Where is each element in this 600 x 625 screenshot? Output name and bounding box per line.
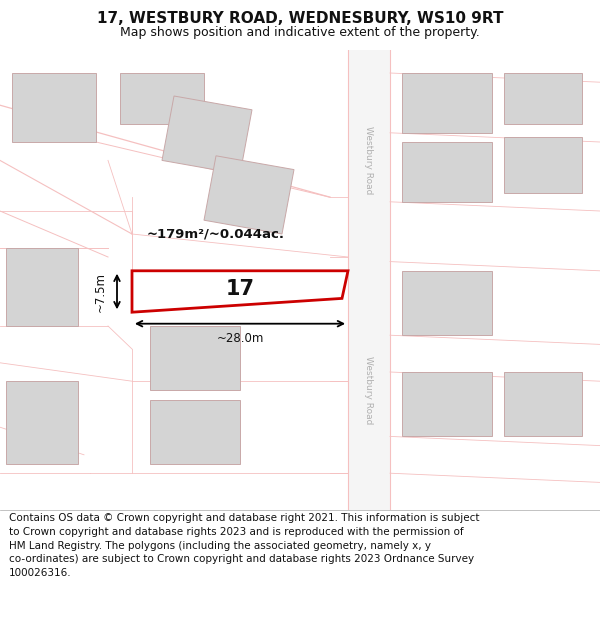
Polygon shape	[120, 73, 204, 124]
Polygon shape	[402, 73, 492, 132]
Polygon shape	[504, 372, 582, 436]
Polygon shape	[402, 142, 492, 202]
Polygon shape	[402, 271, 492, 335]
Polygon shape	[6, 381, 78, 464]
Polygon shape	[348, 50, 390, 510]
Polygon shape	[204, 156, 294, 234]
Text: 17, WESTBURY ROAD, WEDNESBURY, WS10 9RT: 17, WESTBURY ROAD, WEDNESBURY, WS10 9RT	[97, 11, 503, 26]
Polygon shape	[402, 372, 492, 436]
Text: Contains OS data © Crown copyright and database right 2021. This information is : Contains OS data © Crown copyright and d…	[9, 514, 479, 578]
Polygon shape	[12, 73, 96, 142]
Polygon shape	[162, 96, 252, 174]
Polygon shape	[504, 73, 582, 124]
Text: Map shows position and indicative extent of the property.: Map shows position and indicative extent…	[120, 26, 480, 39]
Text: ~28.0m: ~28.0m	[217, 331, 263, 344]
Text: Westbury Road: Westbury Road	[365, 126, 373, 194]
Polygon shape	[150, 326, 240, 391]
Polygon shape	[150, 399, 240, 464]
Text: ~7.5m: ~7.5m	[94, 271, 107, 311]
Text: ~179m²/~0.044ac.: ~179m²/~0.044ac.	[147, 228, 285, 241]
Polygon shape	[6, 248, 78, 326]
Polygon shape	[132, 271, 348, 312]
Polygon shape	[504, 138, 582, 192]
Text: Westbury Road: Westbury Road	[365, 356, 373, 424]
Text: 17: 17	[226, 279, 254, 299]
